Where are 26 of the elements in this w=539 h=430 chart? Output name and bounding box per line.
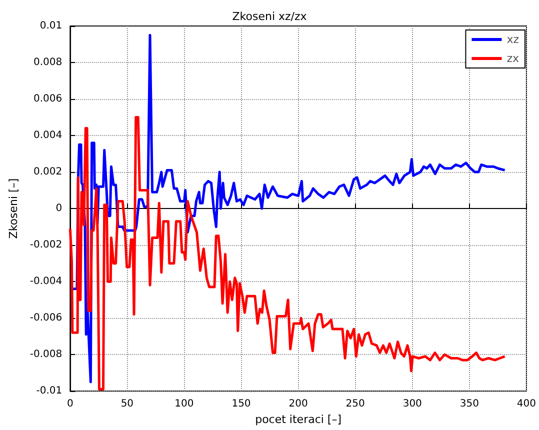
y-tick-label: 0.004 — [33, 130, 62, 142]
legend-label: zx — [506, 52, 520, 65]
y-tick-label: -0.006 — [30, 312, 62, 324]
legend-label: xz — [506, 33, 520, 46]
y-tick-label: -0.004 — [30, 276, 62, 288]
y-tick-label: -0.002 — [30, 240, 62, 251]
x-tick-label: 150 — [232, 398, 251, 410]
chart-title: Zkoseni xz/zx — [232, 10, 308, 23]
x-tick-label: 350 — [460, 398, 479, 410]
line-series — [68, 116, 506, 391]
y-tick-label: 0.006 — [33, 94, 62, 105]
x-tick-label: 0 — [66, 398, 74, 410]
x-tick-label: 250 — [346, 398, 365, 410]
y-tick-label: 0.002 — [33, 166, 62, 178]
y-tick-label: 0.01 — [40, 20, 62, 32]
y-tick-label: 0 — [56, 203, 62, 214]
x-axis-title: pocet iteraci [–] — [255, 413, 342, 426]
y-tick-label: -0.01 — [36, 386, 62, 397]
y-tick-label: 0.008 — [33, 57, 62, 68]
x-tick-label: 50 — [120, 398, 134, 410]
x-tick-label: 400 — [516, 398, 536, 410]
x-tick-label: 300 — [402, 398, 422, 410]
y-tick-label: -0.008 — [30, 349, 62, 360]
y-axis-title: Zkoseni [–] — [7, 178, 20, 239]
x-tick-label: 200 — [288, 398, 308, 410]
x-tick-label: 100 — [174, 398, 194, 410]
